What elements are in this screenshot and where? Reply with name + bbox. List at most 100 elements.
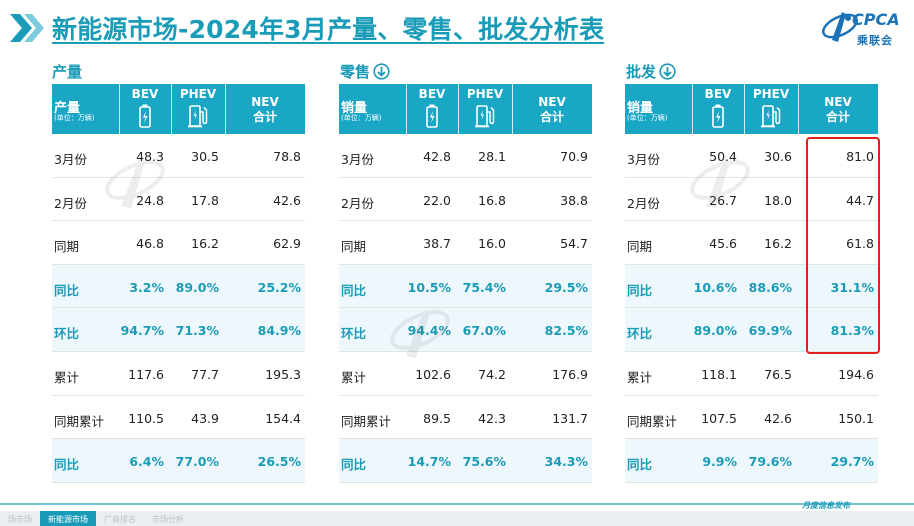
cell-nev: 150.1: [838, 410, 874, 426]
cell-bev: 117.6: [128, 366, 164, 382]
cell-phev: 16.2: [764, 236, 792, 252]
cell-nev: 61.8: [846, 236, 874, 252]
chevron-right-icon: [10, 14, 44, 42]
cell-phev: 16.0: [478, 236, 506, 252]
cell-nev: 70.9: [560, 149, 588, 164]
cell-phev: 30.6: [764, 149, 792, 164]
col-header-nev-total: NEV 合计: [824, 95, 852, 124]
cell-bev: 10.6%: [693, 279, 737, 295]
cell-nev: 194.6: [838, 366, 874, 382]
table-header: 销量 (单位：万辆) BEV PHEV NEV 合计: [339, 84, 592, 134]
cell-bev: 94.7%: [120, 323, 164, 339]
tab-market[interactable]: 场市场: [8, 515, 32, 524]
corner-label: 产量: [54, 101, 81, 116]
cell-nev: 78.8: [273, 149, 301, 164]
cell-phev: 43.9: [191, 410, 219, 426]
corner-label: 销量: [627, 101, 654, 116]
tab-market-analysis[interactable]: 市场分析: [152, 515, 184, 524]
cell-nev: 131.7: [552, 410, 588, 426]
unit-label: (单位：万辆): [627, 114, 668, 122]
logo-text: CPCA: [852, 10, 900, 29]
section-title-retail: 零售: [340, 61, 390, 82]
table-row: 2月份 24.8 17.8 42.6: [52, 178, 305, 222]
table-row: 同比 9.9% 79.6% 29.7%: [625, 439, 878, 483]
cell-nev: 25.2%: [257, 279, 301, 295]
fuel-pump-icon: [761, 105, 781, 128]
row-label: 同期: [54, 239, 80, 255]
row-label: 同期: [627, 239, 653, 255]
col-header-bev: BEV: [692, 87, 744, 128]
row-label: 累计: [54, 369, 80, 385]
cell-bev: 38.7: [423, 236, 451, 252]
col-header-bev: BEV: [119, 87, 171, 128]
logo-cn: 乘联会: [857, 34, 893, 47]
table-row: 2月份 26.7 18.0 44.7: [625, 178, 878, 222]
cell-bev: 9.9%: [702, 454, 737, 470]
table-row: 同比 10.6% 88.6% 31.1%: [625, 264, 878, 309]
table-wholesale: 销量 (单位：万辆) BEV PHEV NEV 合计 3月份 50.4 30.6 81.0 2月份 2…: [625, 84, 878, 483]
fuel-pump-icon: [188, 105, 208, 128]
cell-phev: 42.6: [764, 410, 792, 426]
cell-bev: 102.6: [415, 366, 451, 382]
cell-bev: 24.8: [136, 192, 164, 208]
cell-bev: 89.5: [423, 410, 451, 426]
row-label: 3月份: [54, 152, 87, 167]
cell-nev: 34.3%: [544, 454, 588, 470]
tab-manufacturer-ranking[interactable]: 厂商排名: [104, 515, 136, 524]
cell-nev: 29.7%: [830, 454, 874, 470]
cell-phev: 71.3%: [175, 323, 219, 339]
row-label: 2月份: [341, 195, 374, 211]
col-header-phev: PHEV: [171, 87, 225, 128]
table-header: 销量 (单位：万辆) BEV PHEV NEV 合计: [625, 84, 878, 134]
row-label: 累计: [627, 369, 653, 385]
cell-nev: 31.1%: [830, 279, 874, 295]
table-row: 环比 89.0% 69.9% 81.3%: [625, 308, 878, 352]
table-row: 3月份 50.4 30.6 81.0: [625, 134, 878, 178]
battery-icon: [139, 104, 151, 128]
cell-bev: 10.5%: [407, 279, 451, 295]
row-label: 同比: [341, 457, 367, 473]
table-row: 同比 6.4% 77.0% 26.5%: [52, 439, 305, 483]
cell-phev: 69.9%: [748, 323, 792, 339]
cell-nev: 26.5%: [257, 454, 301, 470]
tab-nev-market[interactable]: 新能源市场: [40, 511, 96, 526]
table-row: 同期 46.8 16.2 62.9: [52, 221, 305, 265]
row-label: 同期累计: [54, 413, 105, 429]
cell-phev: 89.0%: [175, 279, 219, 295]
cell-bev: 94.4%: [407, 323, 451, 339]
cell-nev: 62.9: [273, 236, 301, 252]
table-row: 同比 3.2% 89.0% 25.2%: [52, 264, 305, 309]
battery-icon: [712, 104, 724, 128]
slide-tab-bar: 场市场 新能源市场 厂商排名 市场分析: [0, 511, 914, 526]
table-row: 同期累计 89.5 42.3 131.7: [339, 396, 592, 440]
table-row: 同期 38.7 16.0 54.7: [339, 221, 592, 265]
col-header-phev: PHEV: [458, 87, 512, 128]
row-label: 同期累计: [627, 413, 678, 429]
table-row: 3月份 42.8 28.1 70.9: [339, 134, 592, 178]
cell-phev: 88.6%: [748, 279, 792, 295]
cell-bev: 26.7: [709, 192, 737, 208]
cell-bev: 50.4: [709, 149, 737, 164]
row-label: 环比: [54, 326, 80, 342]
cell-phev: 79.6%: [748, 454, 792, 470]
row-label: 同比: [341, 282, 367, 298]
fuel-pump-icon: [475, 105, 495, 128]
cell-bev: 22.0: [423, 192, 451, 208]
cell-bev: 110.5: [128, 410, 164, 426]
cell-nev: 195.3: [265, 366, 301, 382]
table-row: 累计 118.1 76.5 194.6: [625, 352, 878, 396]
col-header-nev-total: NEV 合计: [538, 95, 566, 124]
cpca-logo-icon: [821, 12, 859, 42]
cell-phev: 75.4%: [462, 279, 506, 295]
row-label: 3月份: [341, 152, 374, 167]
footer-note: 月度信息发布: [802, 501, 850, 510]
cell-bev: 45.6: [709, 236, 737, 252]
table-row: 同期 45.6 16.2 61.8: [625, 221, 878, 265]
corner-label: 销量: [341, 101, 368, 116]
cell-nev: 81.3%: [830, 323, 874, 339]
unit-label: (单位：万辆): [341, 114, 382, 122]
cell-nev: 84.9%: [257, 323, 301, 339]
page-title: 新能源市场-2024年3月产量、零售、批发分析表: [52, 15, 605, 44]
table-row: 环比 94.7% 71.3% 84.9%: [52, 308, 305, 352]
table-row: 同比 14.7% 75.6% 34.3%: [339, 439, 592, 483]
